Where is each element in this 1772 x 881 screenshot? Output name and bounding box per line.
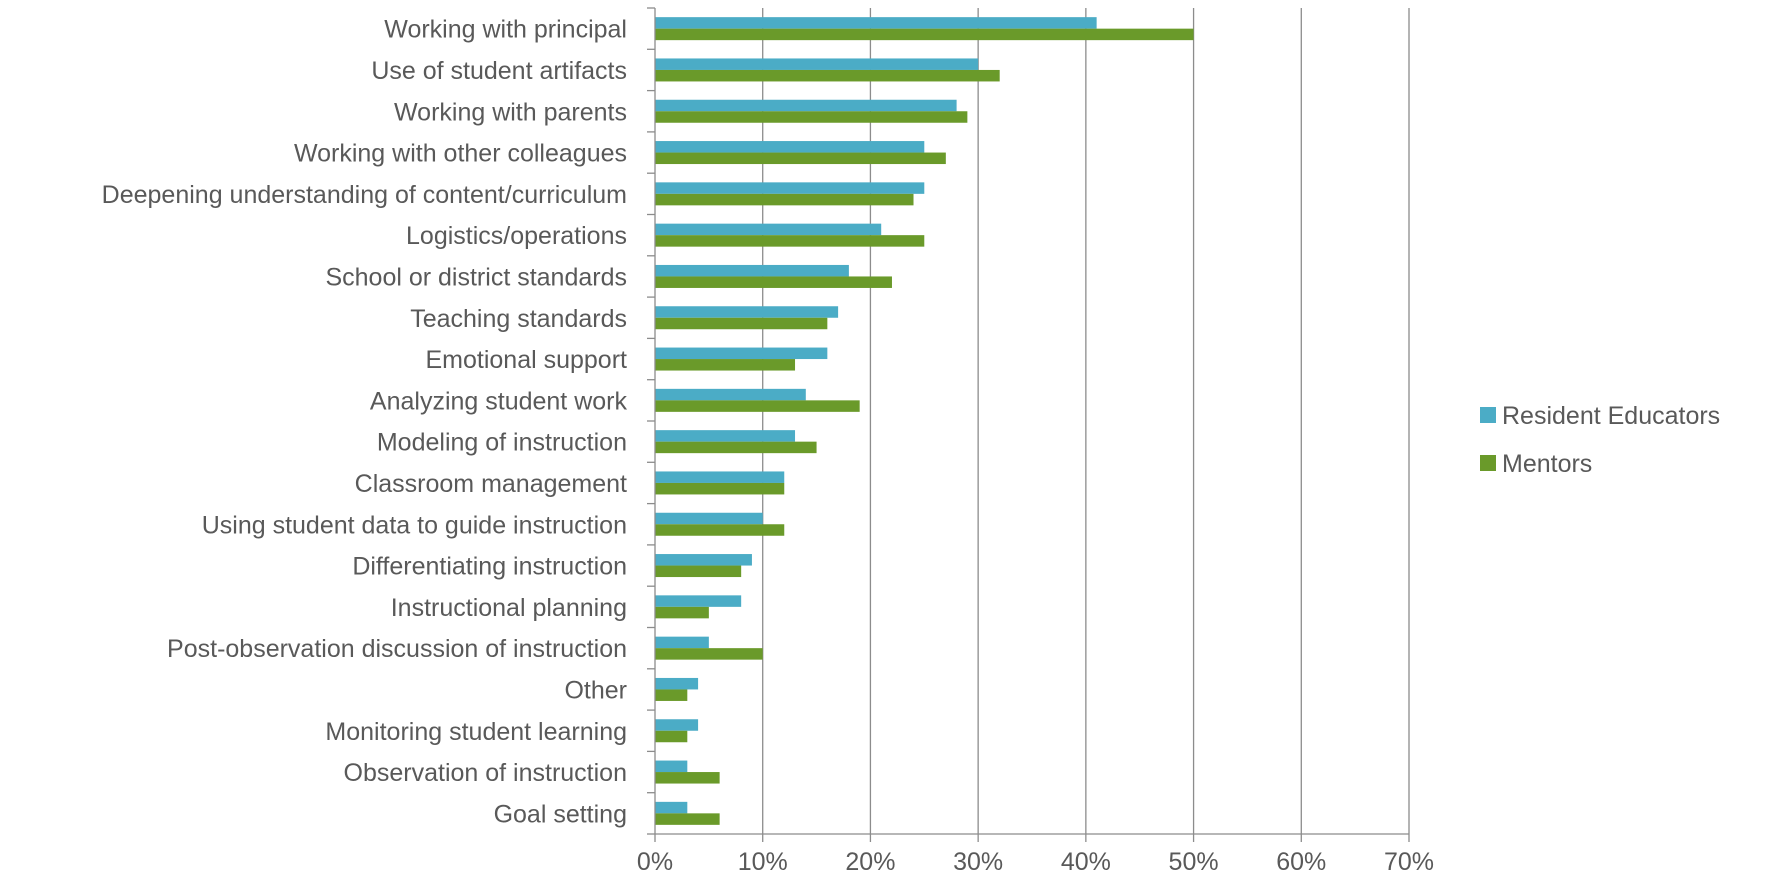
bar-mentors bbox=[655, 28, 1194, 41]
category-label: Post-observation discussion of instructi… bbox=[167, 635, 627, 663]
bar-mentors bbox=[655, 152, 946, 165]
category-label: Instructional planning bbox=[391, 594, 627, 622]
category-label: Working with other colleagues bbox=[294, 140, 627, 168]
x-tick-label: 0% bbox=[637, 848, 673, 876]
bar-resident-educators bbox=[655, 182, 925, 194]
x-tick-label: 70% bbox=[1384, 848, 1434, 876]
legend: Resident Educators Mentors bbox=[1480, 402, 1720, 478]
bar-resident-educators bbox=[655, 595, 742, 607]
axes bbox=[647, 7, 1410, 842]
bar-resident-educators bbox=[655, 141, 925, 153]
category-label: Logistics/operations bbox=[406, 222, 627, 250]
category-label: Observation of instruction bbox=[344, 759, 627, 787]
bar-resident-educators bbox=[655, 306, 839, 318]
bar-resident-educators bbox=[655, 719, 699, 731]
x-tick-label: 20% bbox=[845, 848, 895, 876]
bar-resident-educators bbox=[655, 471, 785, 483]
bar-mentors bbox=[655, 648, 763, 660]
bar-resident-educators bbox=[655, 223, 882, 236]
legend-label: Resident Educators bbox=[1502, 402, 1720, 430]
category-label: Teaching standards bbox=[410, 305, 627, 333]
x-tick-labels: 0% 10% 20% 30% 40% 50% 60% 70% bbox=[637, 848, 1434, 876]
gridlines bbox=[762, 8, 1410, 834]
category-label: Other bbox=[564, 676, 627, 704]
bar-mentors bbox=[655, 111, 968, 123]
bar-resident-educators bbox=[655, 636, 709, 649]
legend-swatch bbox=[1480, 407, 1496, 423]
bar-resident-educators bbox=[655, 512, 763, 525]
bar-mentors bbox=[655, 565, 742, 578]
bar-mentors bbox=[655, 482, 785, 495]
bar-resident-educators bbox=[655, 677, 699, 690]
bar-resident-educators bbox=[655, 58, 979, 70]
bar-resident-educators bbox=[655, 17, 1097, 29]
x-tick-label: 30% bbox=[953, 848, 1003, 876]
bar-resident-educators bbox=[655, 801, 688, 814]
bar-mentors bbox=[655, 524, 785, 536]
bar-mentors bbox=[655, 359, 796, 371]
bar-mentors bbox=[655, 276, 892, 288]
bar-mentors bbox=[655, 193, 914, 206]
category-label: Modeling of instruction bbox=[377, 429, 627, 457]
bar-mentors bbox=[655, 441, 817, 454]
bar-mentors bbox=[655, 730, 688, 743]
bar-mentors bbox=[655, 69, 1000, 82]
bar-resident-educators bbox=[655, 554, 752, 566]
category-label: Working with parents bbox=[394, 98, 627, 126]
bar-mentors bbox=[655, 400, 860, 412]
category-label: Monitoring student learning bbox=[325, 718, 627, 746]
bar-mentors bbox=[655, 606, 709, 619]
bar-resident-educators bbox=[655, 264, 849, 277]
category-labels: Working with principal Use of student art… bbox=[102, 16, 628, 829]
category-label: Differentiating instruction bbox=[352, 553, 627, 581]
bar-resident-educators bbox=[655, 760, 688, 773]
category-label: Classroom management bbox=[355, 470, 627, 498]
bar-mentors bbox=[655, 317, 828, 330]
bar-resident-educators bbox=[655, 430, 796, 442]
bar-mentors bbox=[655, 235, 925, 247]
category-label: Deepening understanding of content/curri… bbox=[102, 181, 627, 209]
category-label: Use of student artifacts bbox=[371, 57, 627, 85]
bar-mentors bbox=[655, 772, 720, 784]
x-tick-label: 50% bbox=[1169, 848, 1219, 876]
category-label: Using student data to guide instruction bbox=[202, 511, 627, 539]
bar-resident-educators bbox=[655, 99, 957, 112]
bar-mentors bbox=[655, 813, 720, 825]
legend-swatch bbox=[1480, 455, 1496, 471]
bar-mentors bbox=[655, 689, 688, 701]
category-label: Emotional support bbox=[425, 346, 627, 374]
legend-label: Mentors bbox=[1502, 450, 1592, 478]
x-tick-label: 60% bbox=[1276, 848, 1326, 876]
x-tick-label: 40% bbox=[1061, 848, 1111, 876]
category-label: Goal setting bbox=[494, 800, 627, 828]
bars bbox=[655, 17, 1194, 825]
bar-resident-educators bbox=[655, 347, 828, 360]
category-label: Working with principal bbox=[384, 16, 627, 44]
category-label: Analyzing student work bbox=[370, 387, 628, 415]
bar-resident-educators bbox=[655, 388, 806, 401]
category-label: School or district standards bbox=[325, 263, 627, 291]
x-tick-label: 10% bbox=[738, 848, 788, 876]
